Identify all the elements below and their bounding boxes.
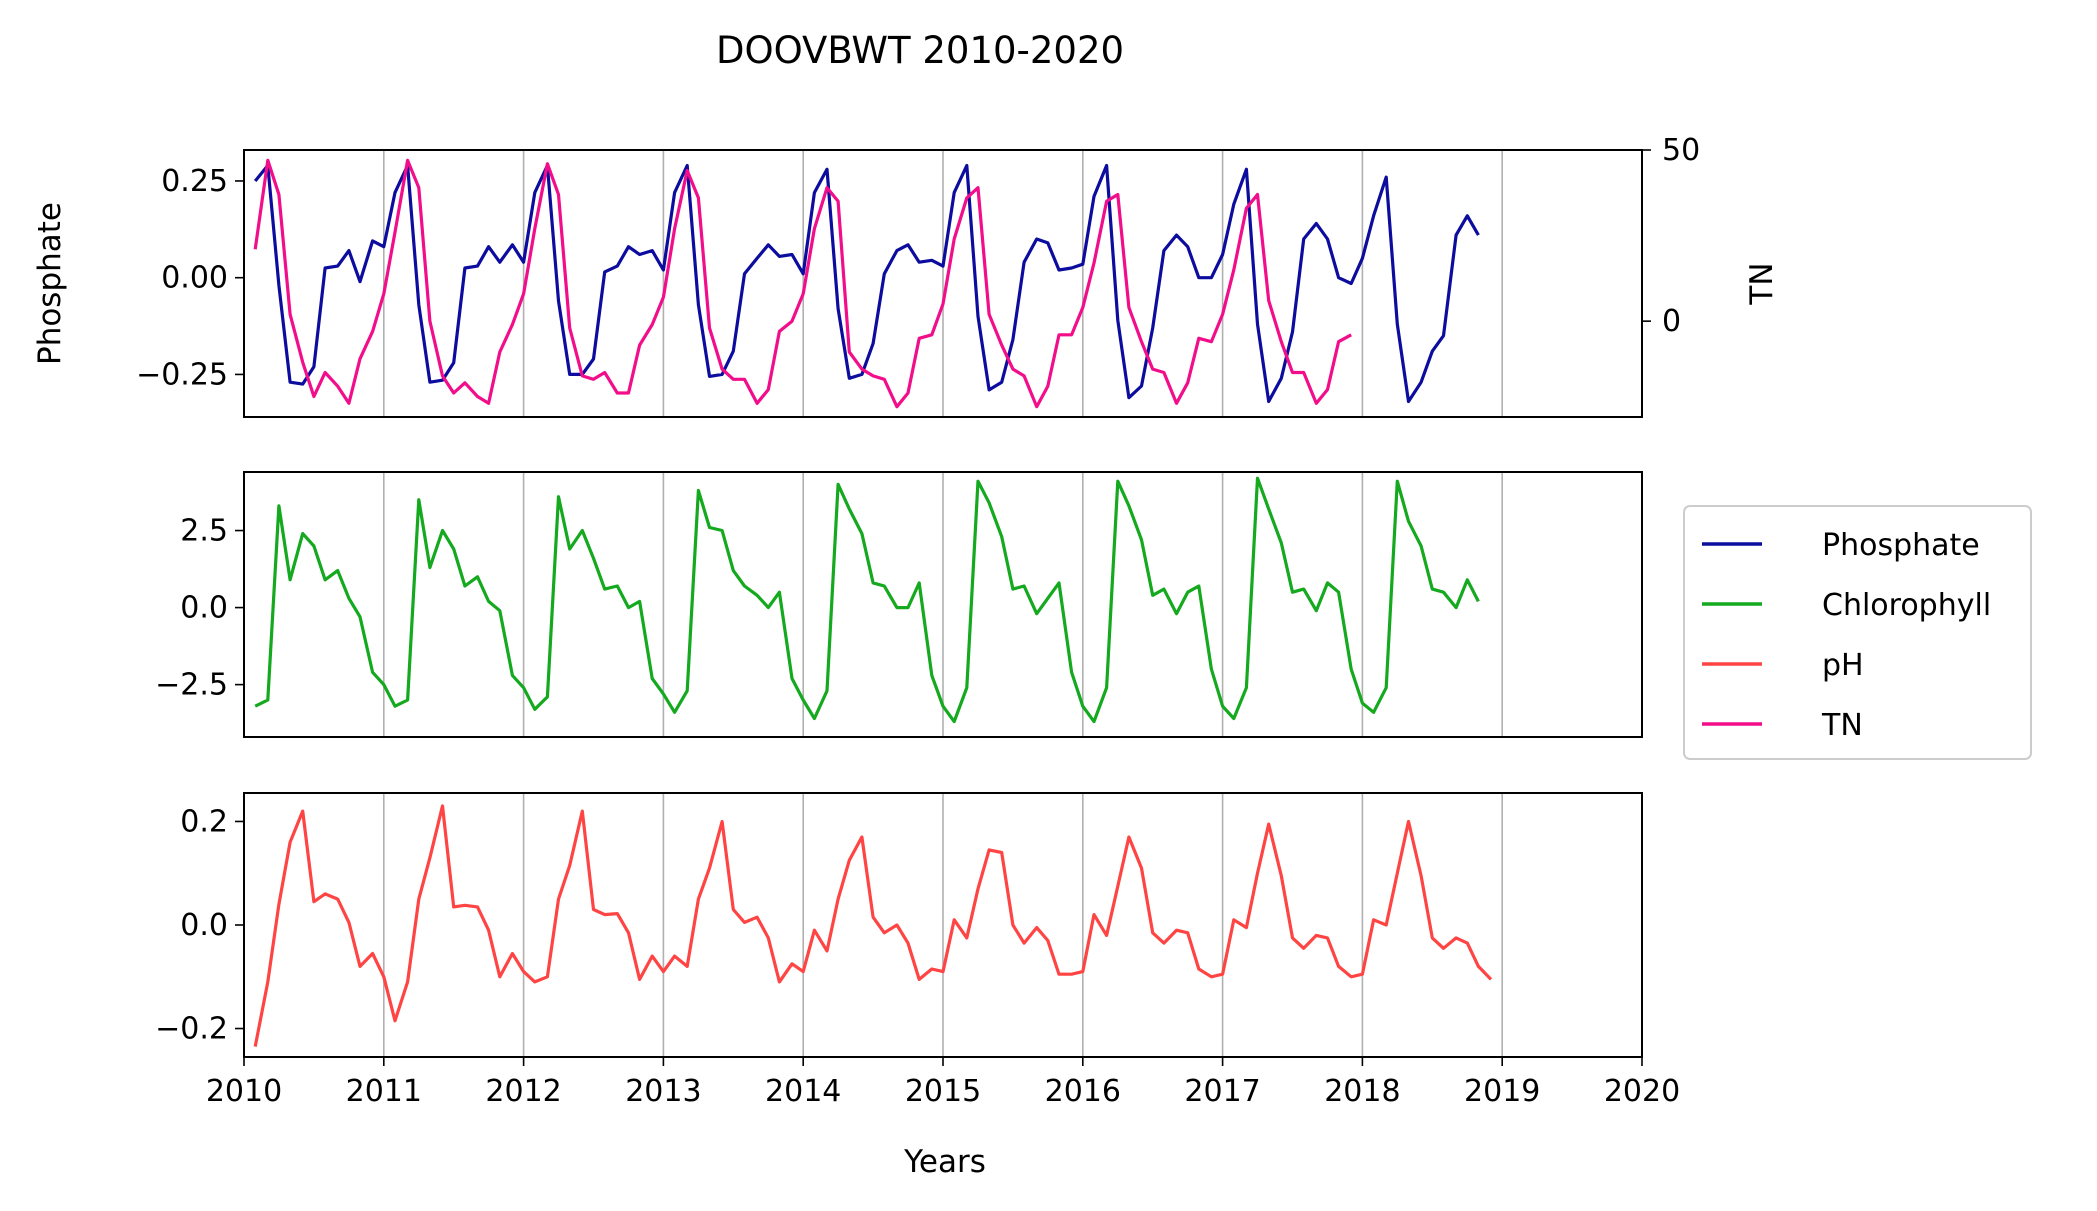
legend-label: TN bbox=[1821, 708, 1863, 743]
x-tick-label: 2015 bbox=[905, 1074, 981, 1109]
series-line-tn bbox=[253, 158, 1352, 409]
y-tick-label: 0.0 bbox=[180, 908, 228, 943]
y-tick-label: 0.2 bbox=[180, 804, 228, 839]
series-line-chlorophyll bbox=[254, 476, 1480, 724]
y-tick-label: 0.25 bbox=[161, 164, 228, 199]
series-line-ph bbox=[253, 804, 1493, 1047]
x-tick-label: 2019 bbox=[1464, 1074, 1540, 1109]
panel-3: −0.2 0.0 0.2 2010 2011 2012 2013 2014 2015 2016 20… bbox=[155, 792, 1680, 1109]
x-tick-label: 2013 bbox=[625, 1074, 701, 1109]
legend: Phosphate Chlorophyll pH TN bbox=[1683, 505, 2032, 760]
y-tick-label: −2.5 bbox=[155, 668, 228, 703]
legend-frame bbox=[1683, 505, 2032, 760]
x-tick-label: 2014 bbox=[765, 1074, 841, 1109]
panel-frame bbox=[243, 471, 1643, 738]
chart-title: DOOVBWT 2010-2020 bbox=[716, 29, 1124, 72]
panels: −0.25 0.00 0.25 Phosphate 0 50 TN −2.5 0.0 2.5 −0.… bbox=[32, 133, 1780, 1109]
x-tick-label: 2018 bbox=[1324, 1074, 1400, 1109]
right-y-axis-label: TN bbox=[1744, 262, 1780, 305]
legend-label: Phosphate bbox=[1822, 528, 1980, 563]
y-tick-label: 0.0 bbox=[180, 591, 228, 626]
right-y-tick-label: 0 bbox=[1662, 304, 1681, 339]
legend-label: pH bbox=[1822, 648, 1864, 683]
panel-2: −2.5 0.0 2.5 bbox=[155, 471, 1643, 738]
x-axis-label: Years bbox=[903, 1144, 986, 1180]
y-tick-label: 0.00 bbox=[161, 261, 228, 296]
x-tick-label: 2012 bbox=[485, 1074, 561, 1109]
y-tick-label: −0.2 bbox=[155, 1012, 228, 1047]
x-tick-label: 2010 bbox=[206, 1074, 282, 1109]
x-tick-label: 2016 bbox=[1045, 1074, 1121, 1109]
series-line-phosphate bbox=[253, 163, 1480, 404]
y-tick-label: 2.5 bbox=[180, 514, 228, 549]
x-tick-label: 2017 bbox=[1184, 1074, 1260, 1109]
panel-1: −0.25 0.00 0.25 Phosphate 0 50 TN bbox=[32, 133, 1780, 418]
y-tick-label: −0.25 bbox=[136, 357, 228, 392]
right-y-tick-label: 50 bbox=[1662, 133, 1700, 168]
legend-label: Chlorophyll bbox=[1822, 588, 1991, 623]
x-tick-label: 2020 bbox=[1604, 1074, 1680, 1109]
y-axis-label: Phosphate bbox=[32, 202, 68, 365]
x-tick-label: 2011 bbox=[346, 1074, 422, 1109]
panel-frame bbox=[243, 149, 1643, 418]
